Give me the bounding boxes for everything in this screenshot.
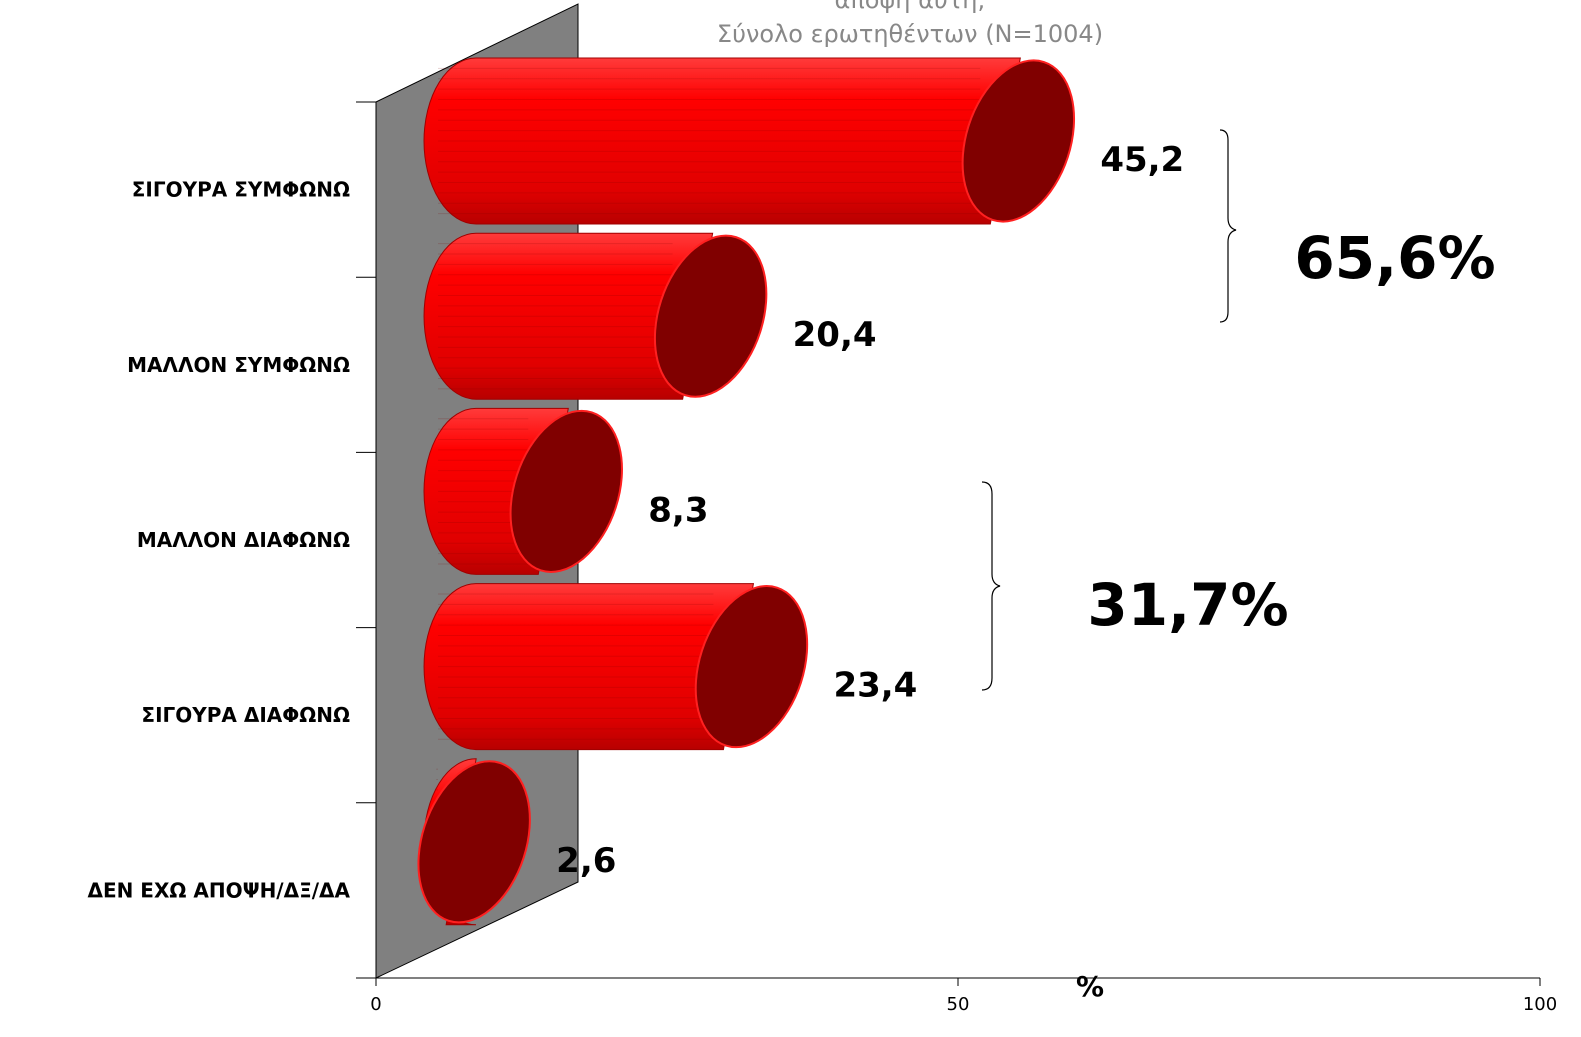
bar: [423, 232, 768, 400]
value-label: 2,6: [556, 841, 616, 881]
value-label: 20,4: [793, 315, 877, 355]
value-label: 45,2: [1100, 140, 1184, 180]
bar-body: [423, 583, 755, 751]
y-ticks: [356, 101, 376, 979]
bar: [417, 758, 531, 926]
category-labels: ΣΙΓΟΥΡΑ ΣΥΜΦΩΝΩ ΜΑΛΛΟΝ ΣΥΜΦΩΝΩ ΜΑΛΛΟΝ ΔΙΑΦ…: [87, 178, 350, 903]
group-brace-disagree: [981, 481, 1001, 691]
bar-cap: [694, 585, 809, 749]
chart-title-line-2: Σύνολο ερωτηθέντων (N=1004): [717, 20, 1103, 48]
group-label-disagree: 31,7%: [1087, 571, 1288, 639]
bar: [423, 583, 809, 751]
category-label: ΜΑΛΛΟΝ ΔΙΑΦΩΝΩ: [137, 528, 350, 552]
category-label: ΣΙΓΟΥΡΑ ΣΥΜΦΩΝΩ: [132, 178, 350, 202]
x-tick-label: 50: [947, 994, 970, 1015]
category-label: ΜΑΛΛΟΝ ΣΥΜΦΩΝΩ: [127, 353, 350, 377]
x-tick-label: 0: [370, 994, 381, 1015]
chart-title-line-1: αποψη αυτή;: [834, 0, 985, 14]
bar-cap: [653, 234, 768, 398]
category-label: ΔΕΝ ΕΧΩ ΑΠΟΨΗ/ΔΞ/ΔΑ: [87, 878, 350, 902]
x-ticks: 0 50 100: [370, 978, 1557, 1015]
group-label-agree: 65,6%: [1294, 224, 1495, 292]
group-brace-agree: [1219, 129, 1237, 323]
value-label: 23,4: [833, 666, 917, 706]
category-label: ΣΙΓΟΥΡΑ ΔΙΑΦΩΝΩ: [141, 703, 350, 727]
bar-body: [423, 57, 1021, 225]
bar-cap: [417, 760, 531, 924]
bar-cap: [961, 59, 1076, 223]
x-axis-unit-label: %: [1076, 970, 1104, 1003]
bar: [423, 407, 623, 575]
bar-body: [423, 232, 714, 400]
x-tick-label: 100: [1523, 994, 1557, 1015]
value-label: 8,3: [648, 490, 708, 530]
bars: [417, 57, 1076, 926]
bar-cap: [509, 409, 623, 573]
value-labels: 45,2 20,4 8,3 23,4 2,6: [556, 140, 1184, 881]
bar: [423, 57, 1076, 225]
